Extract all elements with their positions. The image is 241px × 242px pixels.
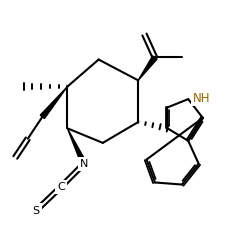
Polygon shape	[138, 56, 157, 80]
Text: N: N	[80, 159, 88, 169]
Text: NH: NH	[192, 91, 210, 105]
Polygon shape	[67, 128, 87, 165]
Text: S: S	[33, 206, 40, 216]
Polygon shape	[40, 87, 67, 119]
Text: C: C	[57, 182, 65, 192]
